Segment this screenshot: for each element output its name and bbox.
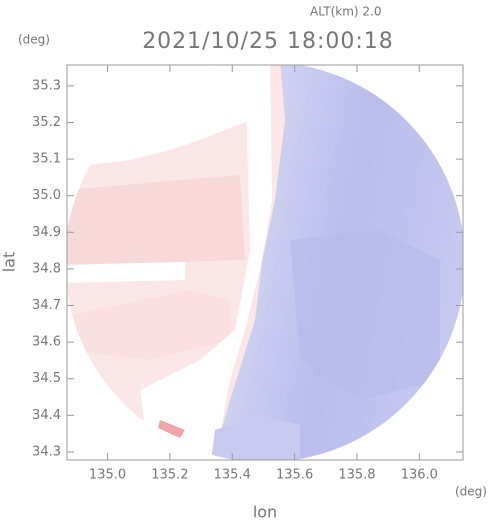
altitude-label: ALT(km) 2.0 [310, 5, 381, 19]
y-tick-label: 34.9 [32, 225, 61, 240]
x-tick-label: 136.0 [401, 468, 438, 483]
x-unit: (deg) [455, 485, 487, 499]
y-tick-label: 34.3 [32, 444, 61, 459]
x-tick-label: 135.8 [338, 468, 375, 483]
y-tick-label: 34.7 [32, 298, 61, 313]
plot-frame [66, 64, 464, 461]
y-axis-title: lat [0, 252, 19, 273]
y-unit: (deg) [18, 33, 50, 47]
chart-title: 2021/10/25 18:00:18 [142, 29, 394, 54]
y-tick-label: 34.5 [32, 371, 61, 386]
y-tick-label: 35.3 [32, 78, 61, 93]
radar-field [67, 65, 463, 460]
x-tick-label: 135.6 [276, 468, 313, 483]
y-tick-label: 35.1 [32, 152, 61, 167]
y-tick-label: 34.4 [32, 408, 61, 423]
y-tick-label: 35.2 [32, 115, 61, 130]
x-tick-label: 135.4 [214, 468, 251, 483]
y-tick-label: 35.0 [32, 188, 61, 203]
y-tick-label: 34.8 [32, 261, 61, 276]
x-tick-label: 135.2 [151, 468, 188, 483]
y-tick-label: 34.6 [32, 335, 61, 350]
x-tick-label: 135.0 [89, 468, 126, 483]
x-axis-title: lon [253, 503, 277, 521]
